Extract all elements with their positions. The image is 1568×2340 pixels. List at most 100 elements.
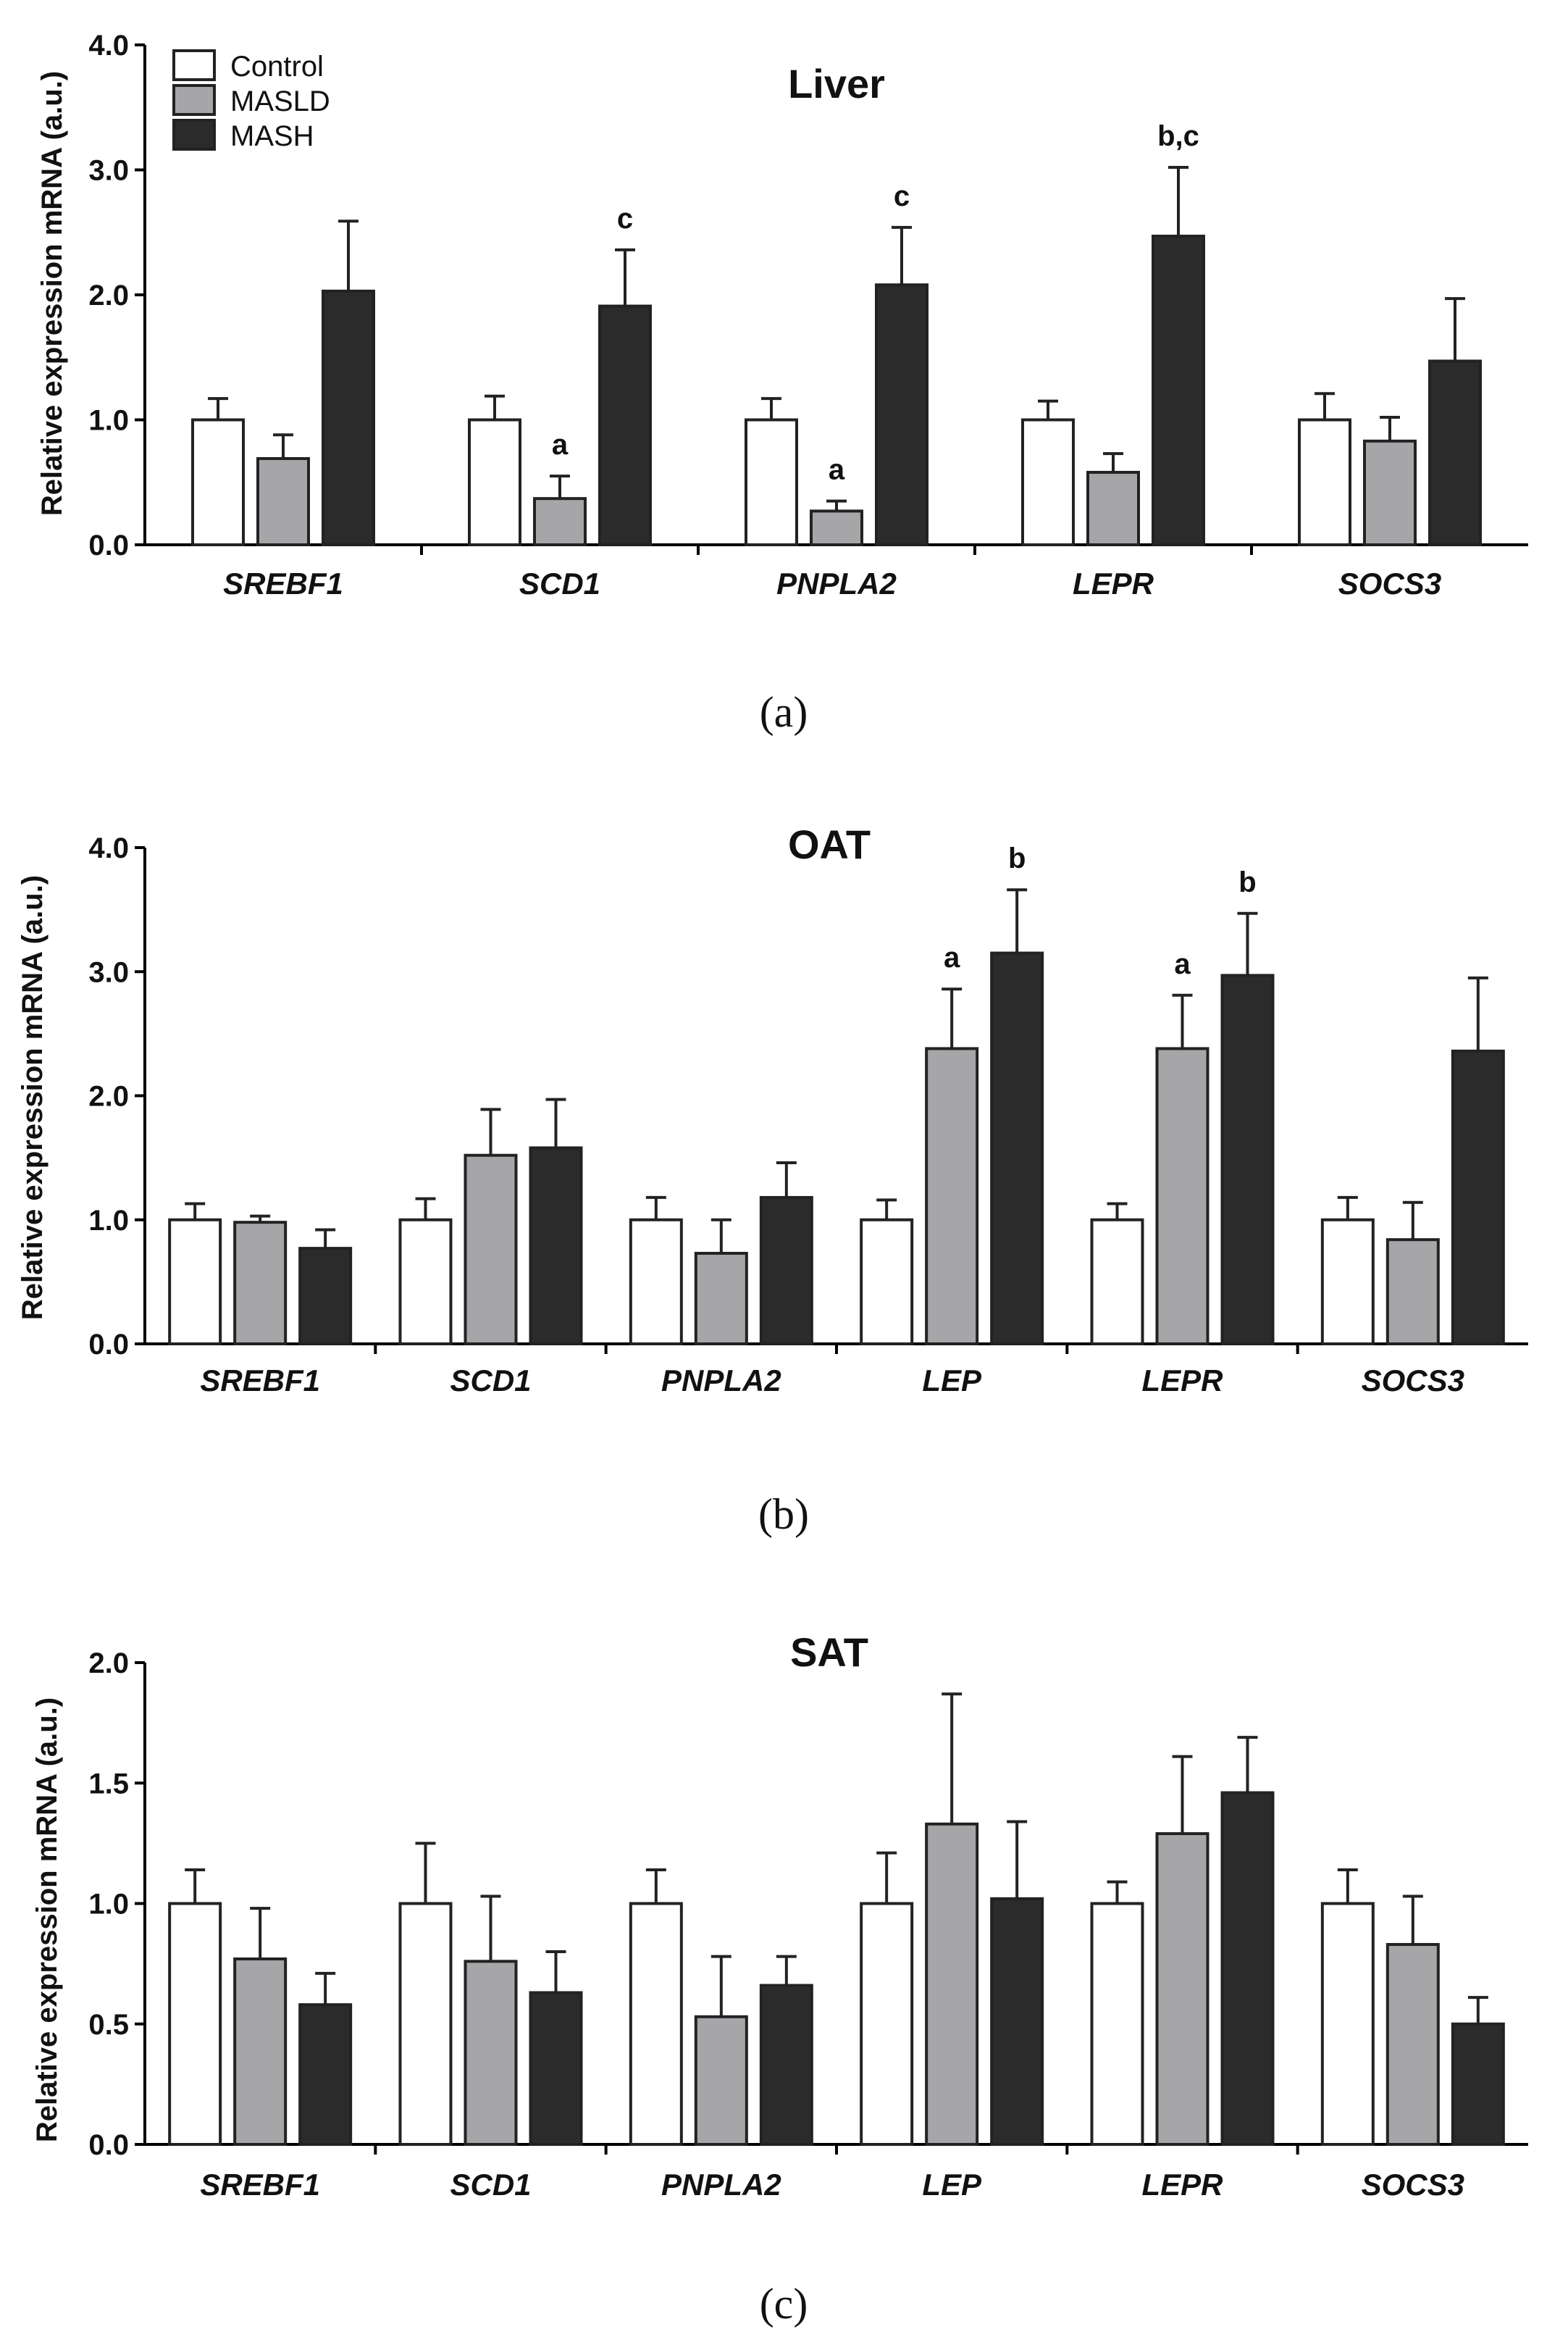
bar-mash-pnpla2 [759,1195,813,1346]
bar-control-lep [860,1218,914,1345]
bar-masld-pnpla2 [810,509,863,546]
bar-mash-socs3 [1451,1049,1505,1345]
bar-mash-lep [990,951,1044,1345]
panel-label: (c) [760,2280,808,2328]
category-label: LEPR [1073,567,1154,601]
y-tick-label: 1.5 [88,1768,129,1800]
y-axis-label: Relative expression mRNA (a.u.) [17,875,49,1320]
bar-masld-lepr [1155,1047,1209,1346]
y-tick-label: 1.0 [88,1889,129,1921]
bar-control-srebf1 [191,418,245,546]
liver-chart: Relative expression mRNA (a.u.) Liver (a… [36,30,1528,736]
y-tick-label: 0.0 [88,1329,129,1361]
bar-mash-lepr [1220,1791,1275,2147]
category-label: LEP [922,2168,982,2202]
y-tick-label: 2.0 [88,1647,129,1679]
panel-label: (a) [760,688,808,736]
category-label: PNPLA2 [661,1363,781,1397]
bar-masld-scd1 [464,1153,518,1345]
significance-label: b [1238,866,1256,898]
bar-control-pnpla2 [745,418,798,546]
bar-masld-socs3 [1385,1943,1440,2146]
bar-masld-lepr [1155,1832,1209,2146]
significance-label: b [1008,843,1026,874]
category-label: LEPR [1141,2168,1223,2202]
y-tick-label: 4.0 [88,832,129,864]
bar-masld-scd1 [464,1960,518,2147]
legend-label-mash: MASH [230,120,314,152]
legend-swatch-mash [172,119,216,151]
bar-control-socs3 [1320,1902,1375,2146]
y-tick-label: 3.0 [88,155,129,187]
legend-label-masld: MASLD [230,85,330,117]
bar-mash-srebf1 [298,1247,353,1345]
bar-mash-srebf1 [322,289,375,546]
sat-chart: Relative expression mRNA (a.u.) SAT (c) … [31,1629,1528,2328]
category-label: PNPLA2 [661,2168,781,2202]
bar-control-socs3 [1320,1218,1375,1345]
significance-label: a [552,429,569,461]
bar-control-lepr [1021,418,1075,546]
category-label: SOCS3 [1362,1363,1464,1397]
y-tick-label: 0.0 [88,530,129,561]
bar-mash-lepr [1220,974,1275,1345]
panel-label: (b) [758,1490,809,1538]
bar-control-srebf1 [168,1902,222,2146]
y-tick-label: 4.0 [88,30,129,62]
bar-masld-pnpla2 [694,1251,748,1346]
bar-control-lepr [1090,1902,1144,2146]
y-axis-label: Relative expression mRNA (a.u.) [31,1697,63,2142]
category-label: SOCS3 [1362,2168,1464,2202]
bar-mash-srebf1 [298,2003,353,2146]
oat-chart: Relative expression mRNA (a.u.) OAT (b) … [17,822,1528,1538]
bar-control-lepr [1090,1218,1144,1345]
bar-mash-socs3 [1428,359,1482,546]
bar-control-srebf1 [168,1218,222,1345]
category-label: SOCS3 [1338,567,1441,601]
bar-mash-scd1 [598,304,652,546]
bar-control-pnpla2 [629,1218,683,1345]
y-tick-label: 0.0 [88,2129,129,2161]
category-label: SCD1 [450,1363,531,1397]
significance-label: a [1174,948,1191,980]
category-label: PNPLA2 [776,567,897,601]
y-axis-label: Relative expression mRNA (a.u.) [36,71,68,516]
category-label: SREBF1 [200,2168,320,2202]
bar-masld-pnpla2 [694,2015,748,2146]
bar-mash-lep [990,1897,1044,2147]
bar-masld-scd1 [533,497,587,546]
bar-mash-socs3 [1451,2022,1505,2146]
category-label: LEPR [1141,1363,1223,1397]
bar-control-scd1 [468,418,521,546]
bar-control-lep [860,1902,914,2146]
legend: Control MASLD MASH [172,49,330,152]
y-tick-label: 2.0 [88,280,129,312]
category-label: SREBF1 [223,567,343,601]
bar-mash-pnpla2 [875,283,928,546]
bar-mash-lepr [1152,234,1205,546]
chart-title: OAT [788,822,871,867]
bar-masld-srebf1 [233,1221,288,1346]
y-tick-label: 1.0 [88,405,129,437]
y-tick-label: 1.0 [88,1205,129,1237]
legend-swatch-masld [172,84,216,116]
category-label: SREBF1 [200,1363,320,1397]
y-tick-label: 3.0 [88,956,129,988]
significance-label: c [894,180,910,212]
bar-masld-lepr [1086,470,1140,547]
category-label: LEP [922,1363,982,1397]
y-tick-label: 2.0 [88,1081,129,1113]
bar-control-pnpla2 [629,1902,683,2146]
bar-mash-pnpla2 [759,1984,813,2147]
bar-masld-srebf1 [256,456,310,546]
bar-masld-socs3 [1363,439,1417,547]
legend-label-control: Control [230,51,324,83]
bar-control-socs3 [1298,418,1351,546]
bar-masld-lep [925,1822,979,2146]
significance-label: a [829,454,845,486]
significance-label: b,c [1157,120,1199,152]
category-label: SCD1 [519,567,600,601]
significance-label: a [944,942,960,974]
bar-control-scd1 [398,1218,453,1345]
